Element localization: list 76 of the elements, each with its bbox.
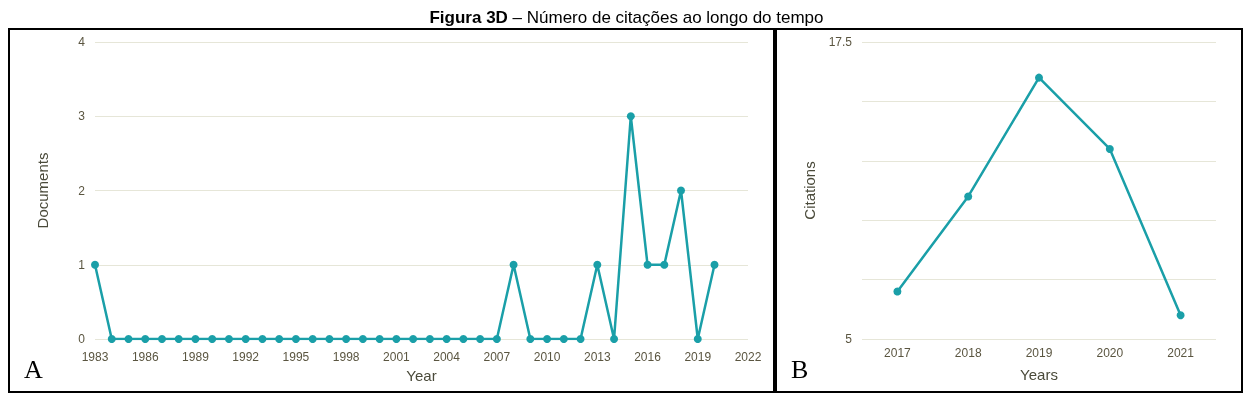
point — [459, 335, 468, 343]
point — [258, 335, 267, 343]
point — [358, 335, 367, 343]
point — [107, 335, 116, 343]
point — [710, 260, 719, 269]
x-tick-label: 2021 — [1167, 346, 1195, 360]
point — [392, 335, 401, 343]
point — [442, 335, 451, 343]
point — [559, 335, 568, 343]
y-tick-label: 4 — [78, 35, 86, 49]
point — [693, 335, 702, 343]
y-tick-label: 5 — [845, 332, 853, 346]
x-tick-label: 2013 — [583, 350, 611, 364]
point — [543, 335, 552, 343]
point — [610, 335, 619, 343]
point — [174, 335, 183, 343]
point — [509, 260, 518, 269]
y-axis-title: Documents — [34, 152, 51, 229]
x-axis-title: Years — [1020, 366, 1058, 383]
y-tick-label: 2 — [78, 183, 86, 198]
chart-title: Figura 3D – Número de citações ao longo do tempo — [429, 8, 824, 27]
point — [626, 112, 635, 121]
point — [660, 260, 669, 269]
point — [141, 335, 150, 343]
point — [124, 335, 133, 343]
point — [224, 335, 233, 343]
point — [241, 335, 250, 343]
point — [1176, 311, 1185, 320]
point — [208, 335, 217, 343]
x-tick-label: 1998 — [332, 350, 360, 364]
point — [157, 335, 166, 343]
x-tick-label: 1986 — [131, 350, 159, 364]
y-tick-label: 0 — [78, 332, 86, 346]
x-tick-label: 1989 — [182, 350, 210, 364]
x-tick-label: 2017 — [884, 346, 912, 360]
x-tick-label: 2010 — [533, 350, 561, 364]
point — [476, 335, 485, 343]
y-tick-label: 17.5 — [828, 35, 853, 49]
x-tick-label: 1992 — [232, 350, 260, 364]
text: B — [791, 355, 809, 385]
point — [342, 335, 351, 343]
x-tick-label: 2001 — [383, 350, 411, 364]
x-tick-label: 2022 — [734, 350, 762, 364]
point — [1035, 73, 1043, 82]
x-tick-label: 2007 — [483, 350, 511, 364]
point — [893, 287, 902, 296]
x-tick-label: 2016 — [634, 350, 662, 364]
point — [526, 335, 535, 343]
text: A — [24, 355, 43, 385]
point — [425, 335, 434, 343]
point — [291, 335, 300, 343]
point — [643, 260, 652, 269]
y-axis-title: Citations — [801, 161, 818, 220]
x-tick-label: 2004 — [433, 350, 461, 364]
point — [375, 335, 384, 343]
point — [308, 335, 317, 343]
x-tick-label: 1995 — [282, 350, 310, 364]
point — [1105, 144, 1114, 153]
x-tick-label: 1983 — [81, 350, 109, 364]
x-axis-title: Year — [406, 366, 437, 384]
y-tick-label: 1 — [78, 257, 86, 272]
point — [492, 335, 501, 343]
point — [677, 186, 686, 195]
point — [576, 335, 585, 343]
point — [191, 335, 200, 343]
y-tick-label: 3 — [78, 109, 86, 124]
point — [275, 335, 284, 343]
x-tick-label: 2019 — [684, 350, 712, 364]
x-tick-label: 2020 — [1096, 346, 1124, 360]
x-tick-label: 2019 — [1025, 346, 1053, 360]
point — [964, 192, 973, 201]
point — [593, 260, 602, 269]
x-tick-label: 2018 — [954, 346, 982, 360]
point — [409, 335, 418, 343]
point — [325, 335, 334, 343]
point — [91, 260, 99, 269]
